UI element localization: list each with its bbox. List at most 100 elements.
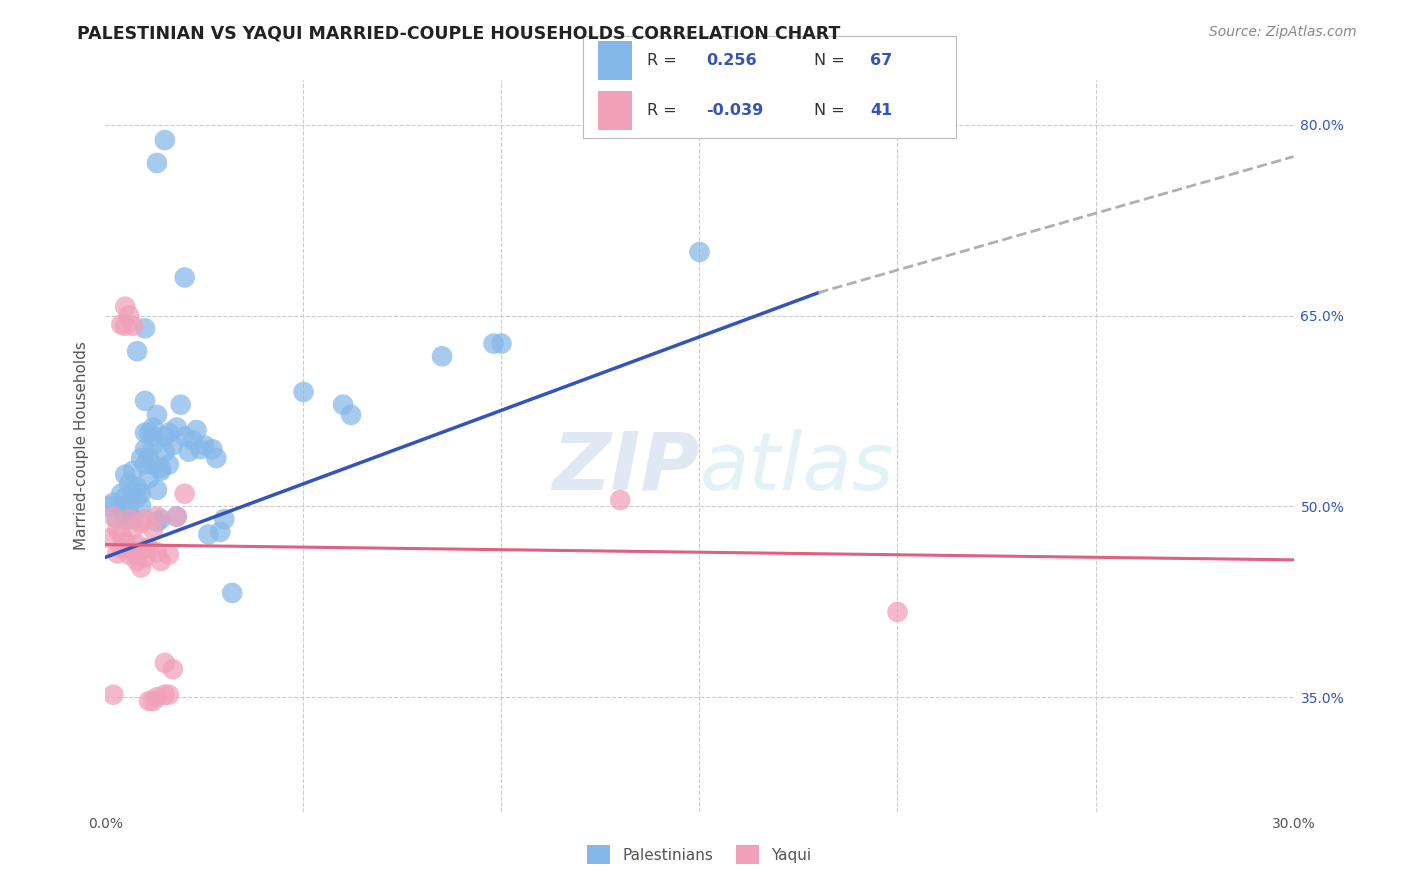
Point xyxy=(138,425,160,440)
Point xyxy=(110,486,132,500)
Point xyxy=(103,509,125,524)
Point xyxy=(146,408,169,422)
Point xyxy=(122,484,145,499)
Point xyxy=(146,690,169,705)
Point xyxy=(153,429,176,443)
Text: R =: R = xyxy=(647,53,676,68)
Point xyxy=(162,438,184,452)
Point xyxy=(114,300,136,314)
Point xyxy=(138,694,160,708)
Point xyxy=(170,398,193,412)
Text: R =: R = xyxy=(647,103,676,118)
Point xyxy=(146,156,169,170)
Point xyxy=(118,512,141,526)
Point xyxy=(138,471,160,485)
Bar xyxy=(599,91,631,130)
Point xyxy=(103,495,125,509)
Point xyxy=(157,458,180,472)
Text: atlas: atlas xyxy=(700,429,894,507)
Point xyxy=(127,548,149,562)
Point xyxy=(105,522,128,536)
Point xyxy=(118,476,141,491)
Point xyxy=(118,309,141,323)
Point xyxy=(146,515,169,529)
Point xyxy=(142,438,165,452)
Point xyxy=(110,500,132,514)
Point xyxy=(138,451,160,466)
Bar xyxy=(599,41,631,79)
Point xyxy=(157,688,180,702)
Text: Source: ZipAtlas.com: Source: ZipAtlas.com xyxy=(1209,25,1357,39)
Point xyxy=(114,467,136,482)
Point xyxy=(153,133,176,147)
Point xyxy=(292,384,315,399)
Point xyxy=(134,442,156,457)
Point xyxy=(430,349,453,363)
Point xyxy=(114,535,136,549)
Point xyxy=(103,688,125,702)
Point xyxy=(221,586,243,600)
Point xyxy=(340,408,363,422)
Point xyxy=(146,545,169,559)
Point xyxy=(157,425,180,440)
Text: N =: N = xyxy=(814,53,845,68)
Point xyxy=(127,554,149,568)
Point xyxy=(181,434,204,448)
Point xyxy=(491,336,513,351)
Point xyxy=(110,529,132,543)
Point xyxy=(129,500,152,514)
Point xyxy=(127,538,149,552)
Point xyxy=(609,493,631,508)
Y-axis label: Married-couple Households: Married-couple Households xyxy=(75,342,90,550)
Point xyxy=(173,270,195,285)
Point xyxy=(177,444,200,458)
Point xyxy=(149,554,172,568)
Point xyxy=(153,656,176,670)
Point xyxy=(122,464,145,478)
Point xyxy=(146,509,169,524)
Point xyxy=(689,245,711,260)
Point xyxy=(127,480,149,494)
Point xyxy=(205,451,228,466)
Text: PALESTINIAN VS YAQUI MARRIED-COUPLE HOUSEHOLDS CORRELATION CHART: PALESTINIAN VS YAQUI MARRIED-COUPLE HOUS… xyxy=(77,25,841,43)
Point xyxy=(190,442,212,457)
Point xyxy=(173,429,195,443)
Point xyxy=(134,425,156,440)
Point xyxy=(142,694,165,708)
Point xyxy=(173,486,195,500)
Point xyxy=(122,318,145,333)
Point xyxy=(129,516,152,530)
Point xyxy=(110,541,132,556)
Point xyxy=(114,318,136,333)
Point xyxy=(193,438,215,452)
Point xyxy=(122,512,145,526)
Point xyxy=(134,321,156,335)
Point xyxy=(142,420,165,434)
Point xyxy=(149,464,172,478)
Point xyxy=(214,512,236,526)
Point xyxy=(105,547,128,561)
Point xyxy=(105,512,128,526)
Point xyxy=(482,336,505,351)
Point xyxy=(129,451,152,466)
Point xyxy=(129,560,152,574)
Point xyxy=(118,500,141,514)
Text: -0.039: -0.039 xyxy=(706,103,763,118)
Point xyxy=(162,662,184,676)
Point xyxy=(186,423,208,437)
Point xyxy=(146,483,169,497)
Point xyxy=(157,548,180,562)
Point xyxy=(110,318,132,332)
Point xyxy=(201,442,224,457)
Point xyxy=(127,344,149,359)
Point xyxy=(114,509,136,524)
Point xyxy=(98,531,121,545)
Point xyxy=(134,512,156,526)
Point xyxy=(142,522,165,536)
Point xyxy=(122,522,145,536)
Text: 41: 41 xyxy=(870,103,893,118)
Point xyxy=(197,527,219,541)
Point xyxy=(129,486,152,500)
Point xyxy=(153,688,176,702)
Text: 0.256: 0.256 xyxy=(706,53,756,68)
